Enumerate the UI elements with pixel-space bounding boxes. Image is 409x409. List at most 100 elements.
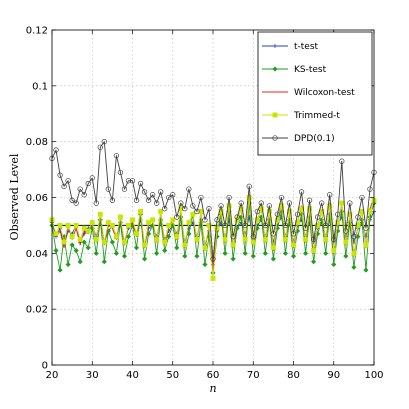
data-point: [202, 245, 208, 251]
data-point: [198, 194, 204, 201]
data-point: [146, 220, 152, 226]
data-point: [343, 239, 349, 245]
y-axis-ticks: 0 0.02 0.04 0.06 0.08 0.1 0.12: [26, 26, 374, 372]
data-point: [290, 253, 297, 259]
data-point: [359, 194, 365, 201]
data-point: [105, 220, 111, 226]
data-point: [162, 239, 168, 245]
data-point: [335, 220, 341, 226]
data-point: [166, 222, 172, 228]
data-point: [53, 247, 59, 254]
legend-box: [257, 31, 373, 156]
data-point: [194, 236, 200, 242]
data-point: [323, 250, 329, 256]
data-point: [69, 242, 75, 248]
data-point: [61, 183, 67, 189]
data-point: [270, 231, 277, 237]
data-point: [331, 236, 337, 243]
data-point: [113, 234, 119, 240]
data-point: [363, 242, 369, 248]
data-point: [89, 220, 95, 226]
data-point: [302, 250, 309, 256]
data-point: [93, 250, 99, 256]
legend-swatch-marker: [272, 112, 278, 118]
y-tick-label: 0.04: [26, 249, 48, 260]
data-point: [149, 192, 156, 198]
data-point: [295, 220, 300, 226]
data-point: [327, 192, 333, 198]
data-point: [89, 175, 95, 181]
legend-item: Wilcoxon-test: [262, 88, 355, 98]
data-point: [57, 267, 63, 273]
data-point: [270, 256, 277, 262]
x-tick-label: 20: [46, 370, 59, 381]
data-point: [101, 239, 107, 245]
data-point: [81, 239, 87, 245]
data-point: [319, 200, 325, 206]
data-point: [351, 250, 357, 256]
legend-item: t-test: [262, 42, 319, 52]
data-point: [182, 242, 188, 248]
data-point: [77, 236, 83, 242]
data-point: [137, 180, 144, 187]
data-point: [153, 200, 160, 206]
legend: t-test KS-test Wilcoxon-test Trimmed-t DPD(0…: [257, 31, 373, 156]
data-point: [367, 186, 373, 192]
x-tick-label: 90: [327, 370, 340, 381]
legend-label: Trimmed-t: [293, 111, 340, 121]
data-point: [81, 225, 87, 231]
data-point: [290, 231, 297, 237]
data-point: [222, 222, 228, 229]
data-point: [105, 186, 111, 192]
data-point: [214, 217, 220, 223]
data-point: [246, 183, 252, 189]
data-point: [178, 206, 184, 212]
data-point: [294, 211, 301, 217]
data-point: [218, 203, 224, 209]
data-point: [262, 250, 268, 256]
data-point: [158, 209, 164, 214]
data-point: [69, 197, 75, 203]
data-point: [117, 214, 123, 220]
data-point: [214, 225, 220, 231]
data-point: [355, 222, 361, 228]
data-point: [222, 236, 228, 242]
data-point: [141, 256, 148, 262]
data-point: [302, 225, 309, 231]
data-point: [125, 178, 132, 184]
x-axis-label: n: [209, 382, 216, 395]
data-point: [77, 259, 83, 265]
data-point: [109, 197, 116, 203]
data-point: [226, 203, 232, 209]
legend-label: Wilcoxon-test: [294, 88, 355, 98]
y-tick-label: 0.12: [26, 26, 48, 37]
data-point: [242, 222, 248, 229]
data-point: [303, 236, 309, 242]
data-point: [343, 228, 349, 234]
data-point: [53, 231, 59, 237]
data-point: [125, 233, 132, 240]
data-point: [134, 231, 139, 237]
data-point: [210, 256, 216, 262]
data-point: [238, 206, 244, 212]
data-point: [323, 222, 329, 229]
data-point: [170, 217, 176, 223]
data-point: [186, 220, 192, 226]
data-point: [190, 211, 196, 217]
data-point: [113, 250, 120, 256]
data-point: [254, 217, 260, 223]
data-point: [331, 261, 337, 268]
legend-label: t-test: [294, 42, 319, 52]
data-point: [206, 222, 212, 228]
data-point: [230, 256, 236, 262]
data-point: [250, 239, 256, 245]
data-point: [254, 208, 260, 215]
data-point: [194, 208, 200, 215]
data-point: [327, 203, 333, 209]
data-point: [121, 253, 128, 259]
data-point: [315, 214, 321, 220]
data-point: [77, 186, 83, 192]
data-point: [109, 222, 115, 228]
data-point: [367, 209, 373, 214]
x-tick-label: 70: [247, 370, 260, 381]
